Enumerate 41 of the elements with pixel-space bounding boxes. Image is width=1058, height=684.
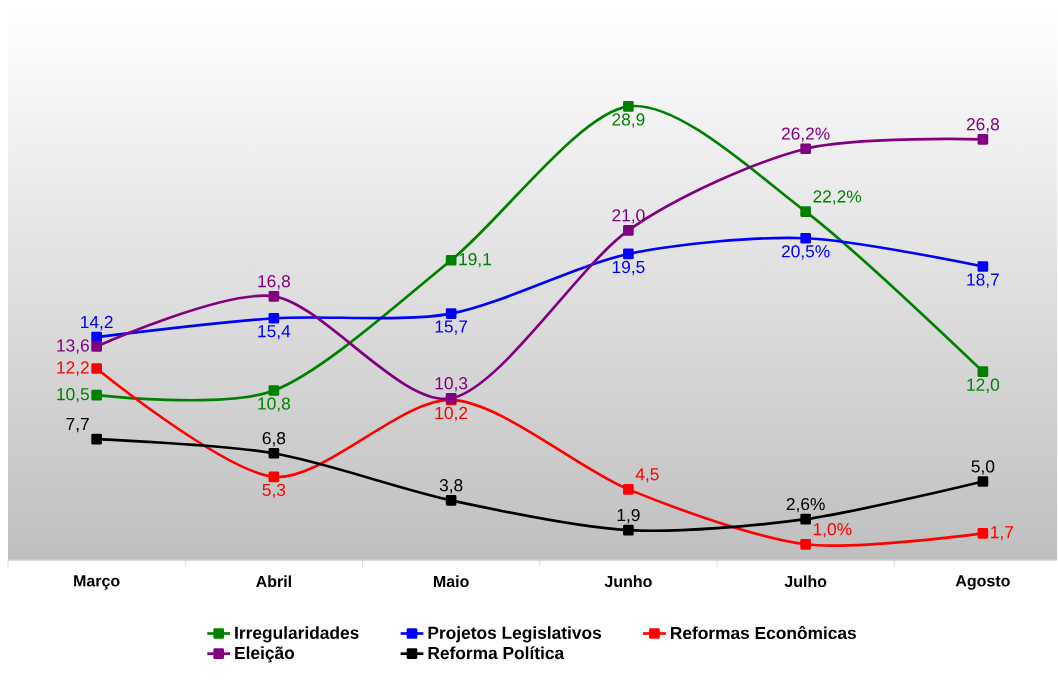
- data-label: 15,4: [258, 325, 291, 340]
- legend-label: Irregularidades: [235, 626, 359, 643]
- data-label: 21,0: [612, 209, 645, 224]
- x-tick-label: Junho: [604, 575, 652, 588]
- data-label: 1,7: [991, 526, 1014, 541]
- data-label: 19,1: [459, 253, 491, 268]
- data-label: 20,5%: [781, 245, 830, 260]
- data-label: 15,7: [435, 320, 468, 335]
- data-label: 12,2: [57, 361, 89, 376]
- x-tick-label: Abril: [256, 575, 291, 588]
- data-label: 13,6: [57, 339, 89, 354]
- data-label: 7,7: [66, 418, 89, 433]
- data-label: 28,9: [612, 113, 645, 128]
- x-tick-label: Agosto: [955, 575, 1010, 590]
- data-label: 4,5: [635, 468, 659, 483]
- data-label: 18,7: [967, 273, 999, 288]
- legend-label: Eleição: [235, 646, 295, 663]
- data-label: 1,9: [617, 508, 640, 524]
- data-label: 22,2%: [813, 190, 862, 205]
- data-label: 6,8: [262, 432, 286, 447]
- data-label: 1,0%: [813, 523, 852, 538]
- data-label: 12,0: [967, 378, 1000, 393]
- data-label: 26,8: [966, 118, 999, 133]
- legend-label: Reformas Econômicas: [670, 626, 856, 640]
- data-label: 19,5: [612, 260, 645, 276]
- data-label: 5,0: [971, 460, 995, 475]
- data-label: 2,6%: [786, 497, 825, 513]
- data-label: 10,8: [258, 397, 290, 412]
- data-label: 14,2: [81, 315, 113, 331]
- data-label: 3,8: [439, 479, 463, 494]
- x-tick-label: Julho: [784, 575, 827, 588]
- data-label: 26,2%: [781, 127, 830, 142]
- legend-label: Reforma Política: [428, 646, 565, 660]
- legend-label: Projetos Legislativos: [428, 626, 602, 643]
- data-label: 5,3: [262, 483, 286, 499]
- data-label: 10,3: [435, 377, 468, 392]
- data-label: 10,2: [435, 406, 468, 422]
- x-tick-label: Maio: [433, 575, 469, 588]
- data-label: 10,5: [57, 388, 89, 403]
- data-label: 16,8: [258, 275, 290, 290]
- x-tick-label: Março: [74, 575, 120, 590]
